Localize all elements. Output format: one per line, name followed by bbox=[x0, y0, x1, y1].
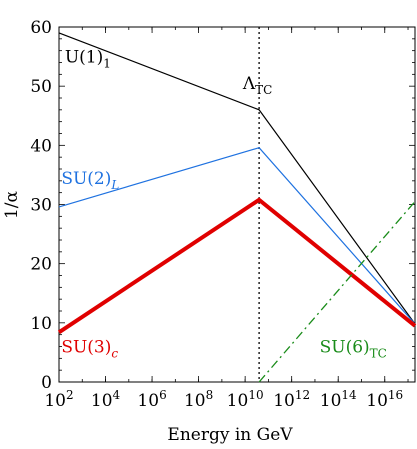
series-name: U(1) bbox=[65, 48, 103, 68]
x-tick-label: 1012 bbox=[273, 388, 310, 411]
series-name: SU(2) bbox=[61, 169, 111, 189]
x-tick-base: 10 bbox=[320, 391, 342, 411]
x-tick-base: 10 bbox=[227, 391, 249, 411]
x-tick-exponent: 4 bbox=[113, 388, 121, 402]
series-label-su2-l: SU(2)L bbox=[61, 169, 119, 192]
y-tick-label: 0 bbox=[41, 373, 52, 393]
x-tick-base: 10 bbox=[366, 391, 388, 411]
y-tick-label: 30 bbox=[30, 196, 52, 216]
plot-border bbox=[58, 26, 416, 383]
y-tick-label: 10 bbox=[30, 314, 52, 334]
x-tick-base: 10 bbox=[137, 391, 159, 411]
x-tick-exponent: 14 bbox=[341, 388, 357, 402]
series-subscript: TC bbox=[370, 346, 387, 360]
x-tick-label: 104 bbox=[91, 388, 121, 411]
y-tick-label: 40 bbox=[30, 136, 52, 156]
x-tick-exponent: 12 bbox=[295, 388, 310, 402]
x-tick-exponent: 16 bbox=[388, 388, 403, 402]
x-tick-base: 10 bbox=[91, 391, 113, 411]
x-tick-exponent: 6 bbox=[159, 388, 167, 402]
series-label-su6-tc: SU(6)TC bbox=[320, 337, 387, 360]
y-tick-label: 20 bbox=[30, 255, 52, 275]
series-name: SU(6) bbox=[320, 337, 370, 357]
x-tick-label: 106 bbox=[137, 388, 166, 411]
x-tick-label: 108 bbox=[184, 388, 213, 411]
annotations: ΛTC bbox=[242, 27, 272, 382]
series-line-su3-c bbox=[57, 197, 417, 334]
y-axis-label: 1/α bbox=[2, 190, 22, 219]
series-label-u1-1: U(1)1 bbox=[65, 48, 111, 71]
series-line-su2-l bbox=[58, 147, 416, 325]
lambda-tc-subscript: TC bbox=[255, 83, 272, 97]
series-subscript: c bbox=[111, 346, 118, 360]
series-line-u1-1 bbox=[58, 32, 416, 325]
series-subscript: L bbox=[110, 178, 119, 192]
x-tick-base: 10 bbox=[184, 391, 206, 411]
lambda-tc-symbol: Λ bbox=[242, 74, 256, 94]
x-tick-label: 1014 bbox=[320, 388, 357, 411]
series-labels: U(1)1SU(2)LSU(3)c SU(6)TC bbox=[61, 48, 387, 361]
y-tick-label: 60 bbox=[30, 18, 52, 38]
y-tick-label: 50 bbox=[30, 77, 52, 97]
series-name: SU(3) bbox=[61, 337, 111, 357]
x-tick-base: 10 bbox=[44, 391, 66, 411]
x-tick-exponent: 10 bbox=[248, 388, 263, 402]
series-line-su6-tc bbox=[258, 201, 416, 383]
lambda-tc-label: ΛTC bbox=[242, 74, 272, 97]
x-tick-label: 1010 bbox=[227, 388, 264, 411]
x-tick-exponent: 2 bbox=[66, 388, 74, 402]
x-tick-base: 10 bbox=[273, 391, 295, 411]
plot-frame bbox=[58, 26, 416, 383]
series-lines bbox=[57, 32, 417, 383]
series-subscript: 1 bbox=[103, 57, 111, 71]
x-tick-label: 102 bbox=[44, 388, 73, 411]
x-axis-ticks: 102 104 106 108 1010 1012 1014 1016 bbox=[44, 27, 409, 411]
x-tick-label: 1016 bbox=[366, 388, 403, 411]
x-axis-label: Energy in GeV bbox=[167, 425, 293, 445]
y-axis-ticks: 0 10 20 30 40 50 60 bbox=[30, 18, 415, 393]
series-label-su3-c: SU(3)c bbox=[61, 337, 118, 360]
x-tick-exponent: 8 bbox=[206, 388, 214, 402]
